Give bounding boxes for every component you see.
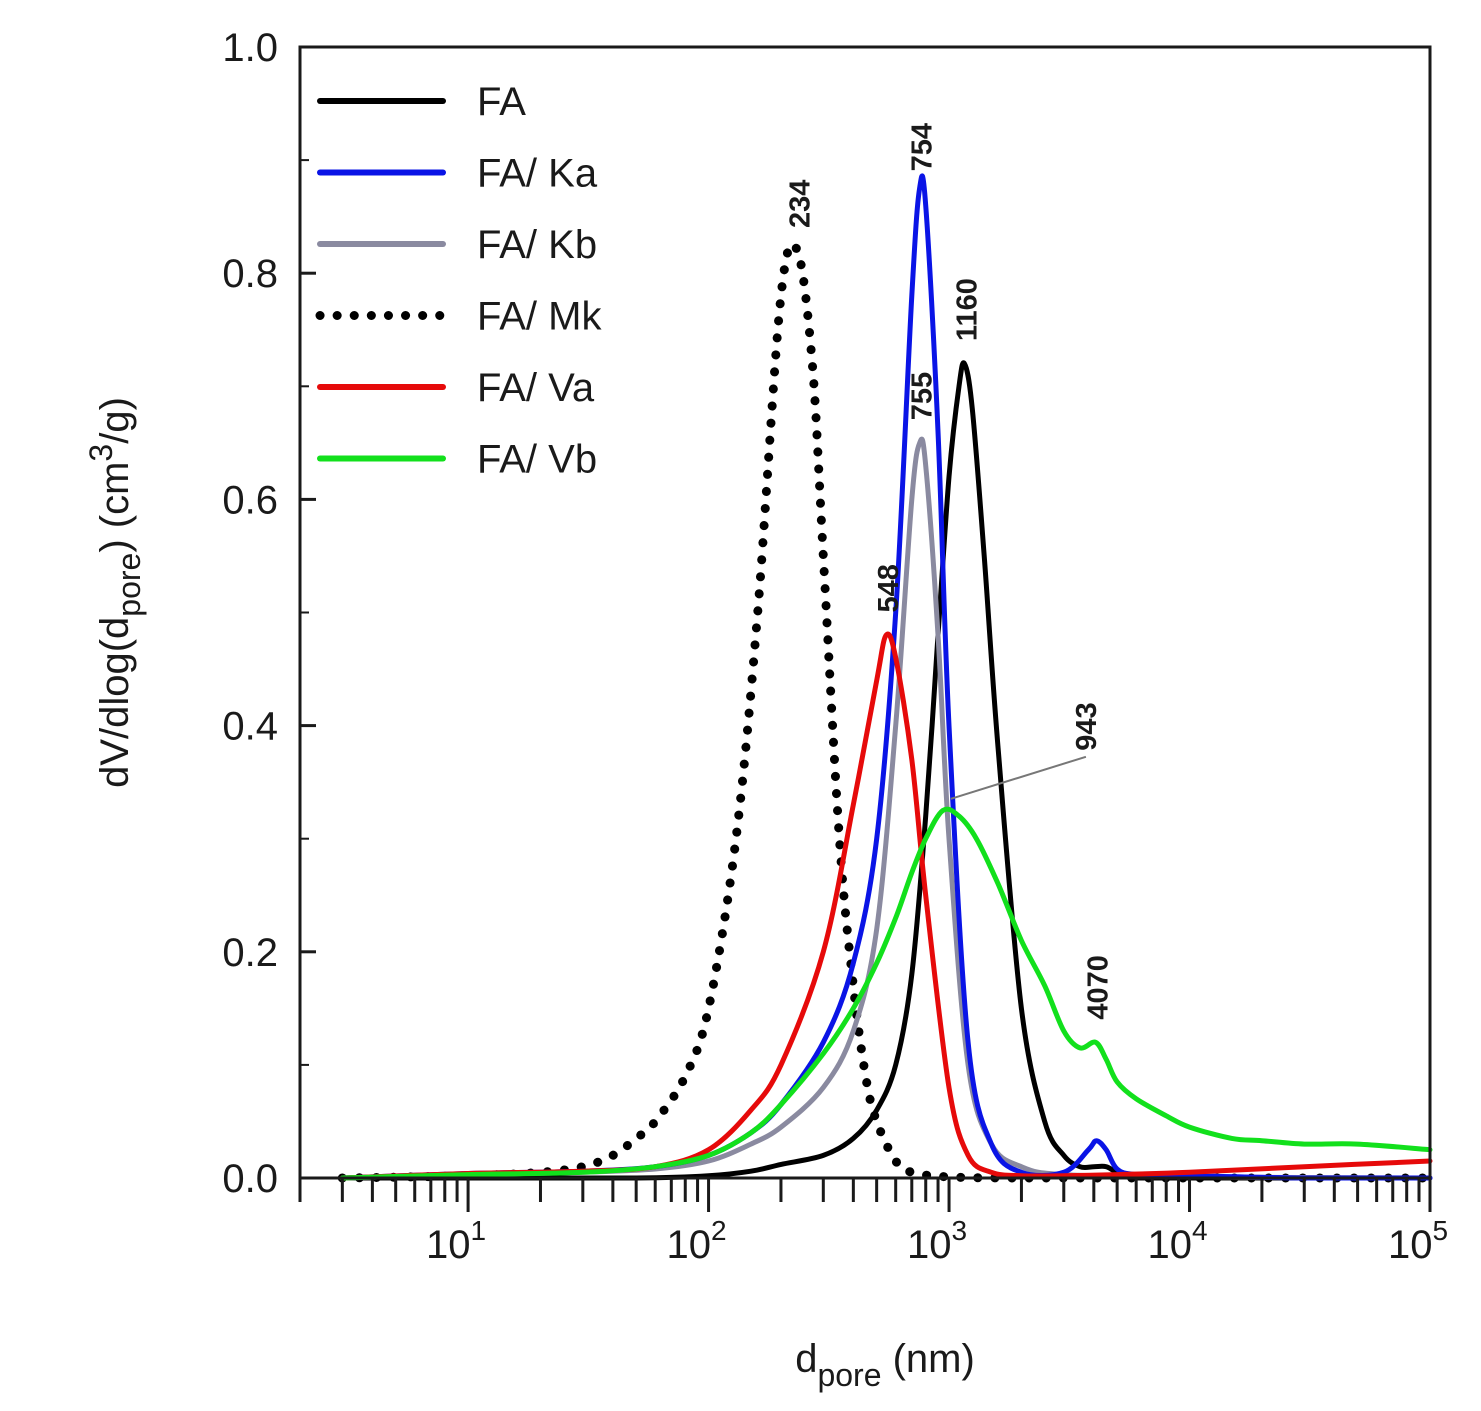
legend-label: FA/ Vb: [477, 438, 597, 482]
y-axis-title-sub: pore: [111, 553, 147, 617]
y-tick-label: 0.4: [222, 705, 278, 749]
x-tick-base: 10: [667, 1223, 712, 1267]
y-axis-title-sup: 3: [83, 444, 119, 462]
x-tick-label: 101: [426, 1215, 486, 1267]
x-axis-title-main: d: [795, 1337, 817, 1381]
x-axis-title: dpore (nm): [795, 1337, 975, 1393]
x-tick-exponent: 4: [1192, 1215, 1208, 1246]
x-axis-title-sub: pore: [817, 1357, 881, 1393]
legend-label: FA/ Kb: [477, 223, 597, 267]
legend-label: FA/ Mk: [477, 295, 602, 339]
y-tick-label: 0.0: [222, 1157, 278, 1201]
legend-label: FA/ Va: [477, 366, 595, 410]
x-tick-exponent: 1: [471, 1215, 487, 1246]
peak-label: 754: [907, 123, 939, 171]
y-tick-label: 0.8: [222, 252, 278, 296]
x-tick-base: 10: [907, 1223, 952, 1267]
x-axis-title-unit: (nm): [881, 1337, 974, 1381]
series-line-fa-mk: [337, 239, 1435, 1183]
peak-label: 1160: [952, 278, 984, 341]
y-axis-title-mid: ) (cm: [93, 462, 137, 553]
peak-label: 755: [907, 372, 939, 420]
x-tick-label: 104: [1147, 1215, 1207, 1267]
y-tick-label: 1.0: [222, 26, 278, 70]
y-tick-label: 0.6: [222, 478, 278, 522]
y-axis-title: dV/dlog(dpore) (cm3/g): [83, 397, 147, 788]
x-tick-label: 102: [667, 1215, 727, 1267]
y-axis-title-pre: dV/dlog(d: [93, 617, 137, 788]
x-tick-label: 105: [1388, 1215, 1448, 1267]
x-tick-base: 10: [426, 1223, 471, 1267]
series-line-fa: [339, 360, 1433, 1181]
axis-ticks: [298, 45, 1432, 1212]
peak-label: 4070: [1083, 955, 1115, 1020]
x-tick-exponent: 3: [952, 1215, 968, 1246]
peak-label: 943: [1071, 702, 1103, 750]
annotation-leader-line: [950, 755, 1087, 800]
peak-label: 234: [784, 180, 816, 228]
legend: FA FA/ Ka FA/ Kb FA/ Mk FA/ Va FA/ Vb: [315, 80, 602, 482]
series-line-fa-vb: [339, 806, 1433, 1181]
legend-label: FA/ Ka: [477, 152, 598, 196]
y-axis-title-post: /g): [93, 397, 137, 444]
peak-label: 548: [873, 564, 905, 612]
x-tick-label: 103: [907, 1215, 967, 1267]
series-line-fa-kb: [339, 436, 1433, 1181]
x-tick-exponent: 2: [711, 1215, 727, 1246]
x-tick-exponent: 5: [1432, 1215, 1448, 1246]
legend-label: FA: [477, 80, 526, 124]
x-tick-base: 10: [1388, 1223, 1433, 1267]
y-tick-label: 0.2: [222, 931, 278, 975]
x-tick-base: 10: [1147, 1223, 1192, 1267]
peak-annotations: 234 754 1160 755 548 943 4070: [784, 123, 1114, 1020]
series-layer: [337, 173, 1435, 1183]
